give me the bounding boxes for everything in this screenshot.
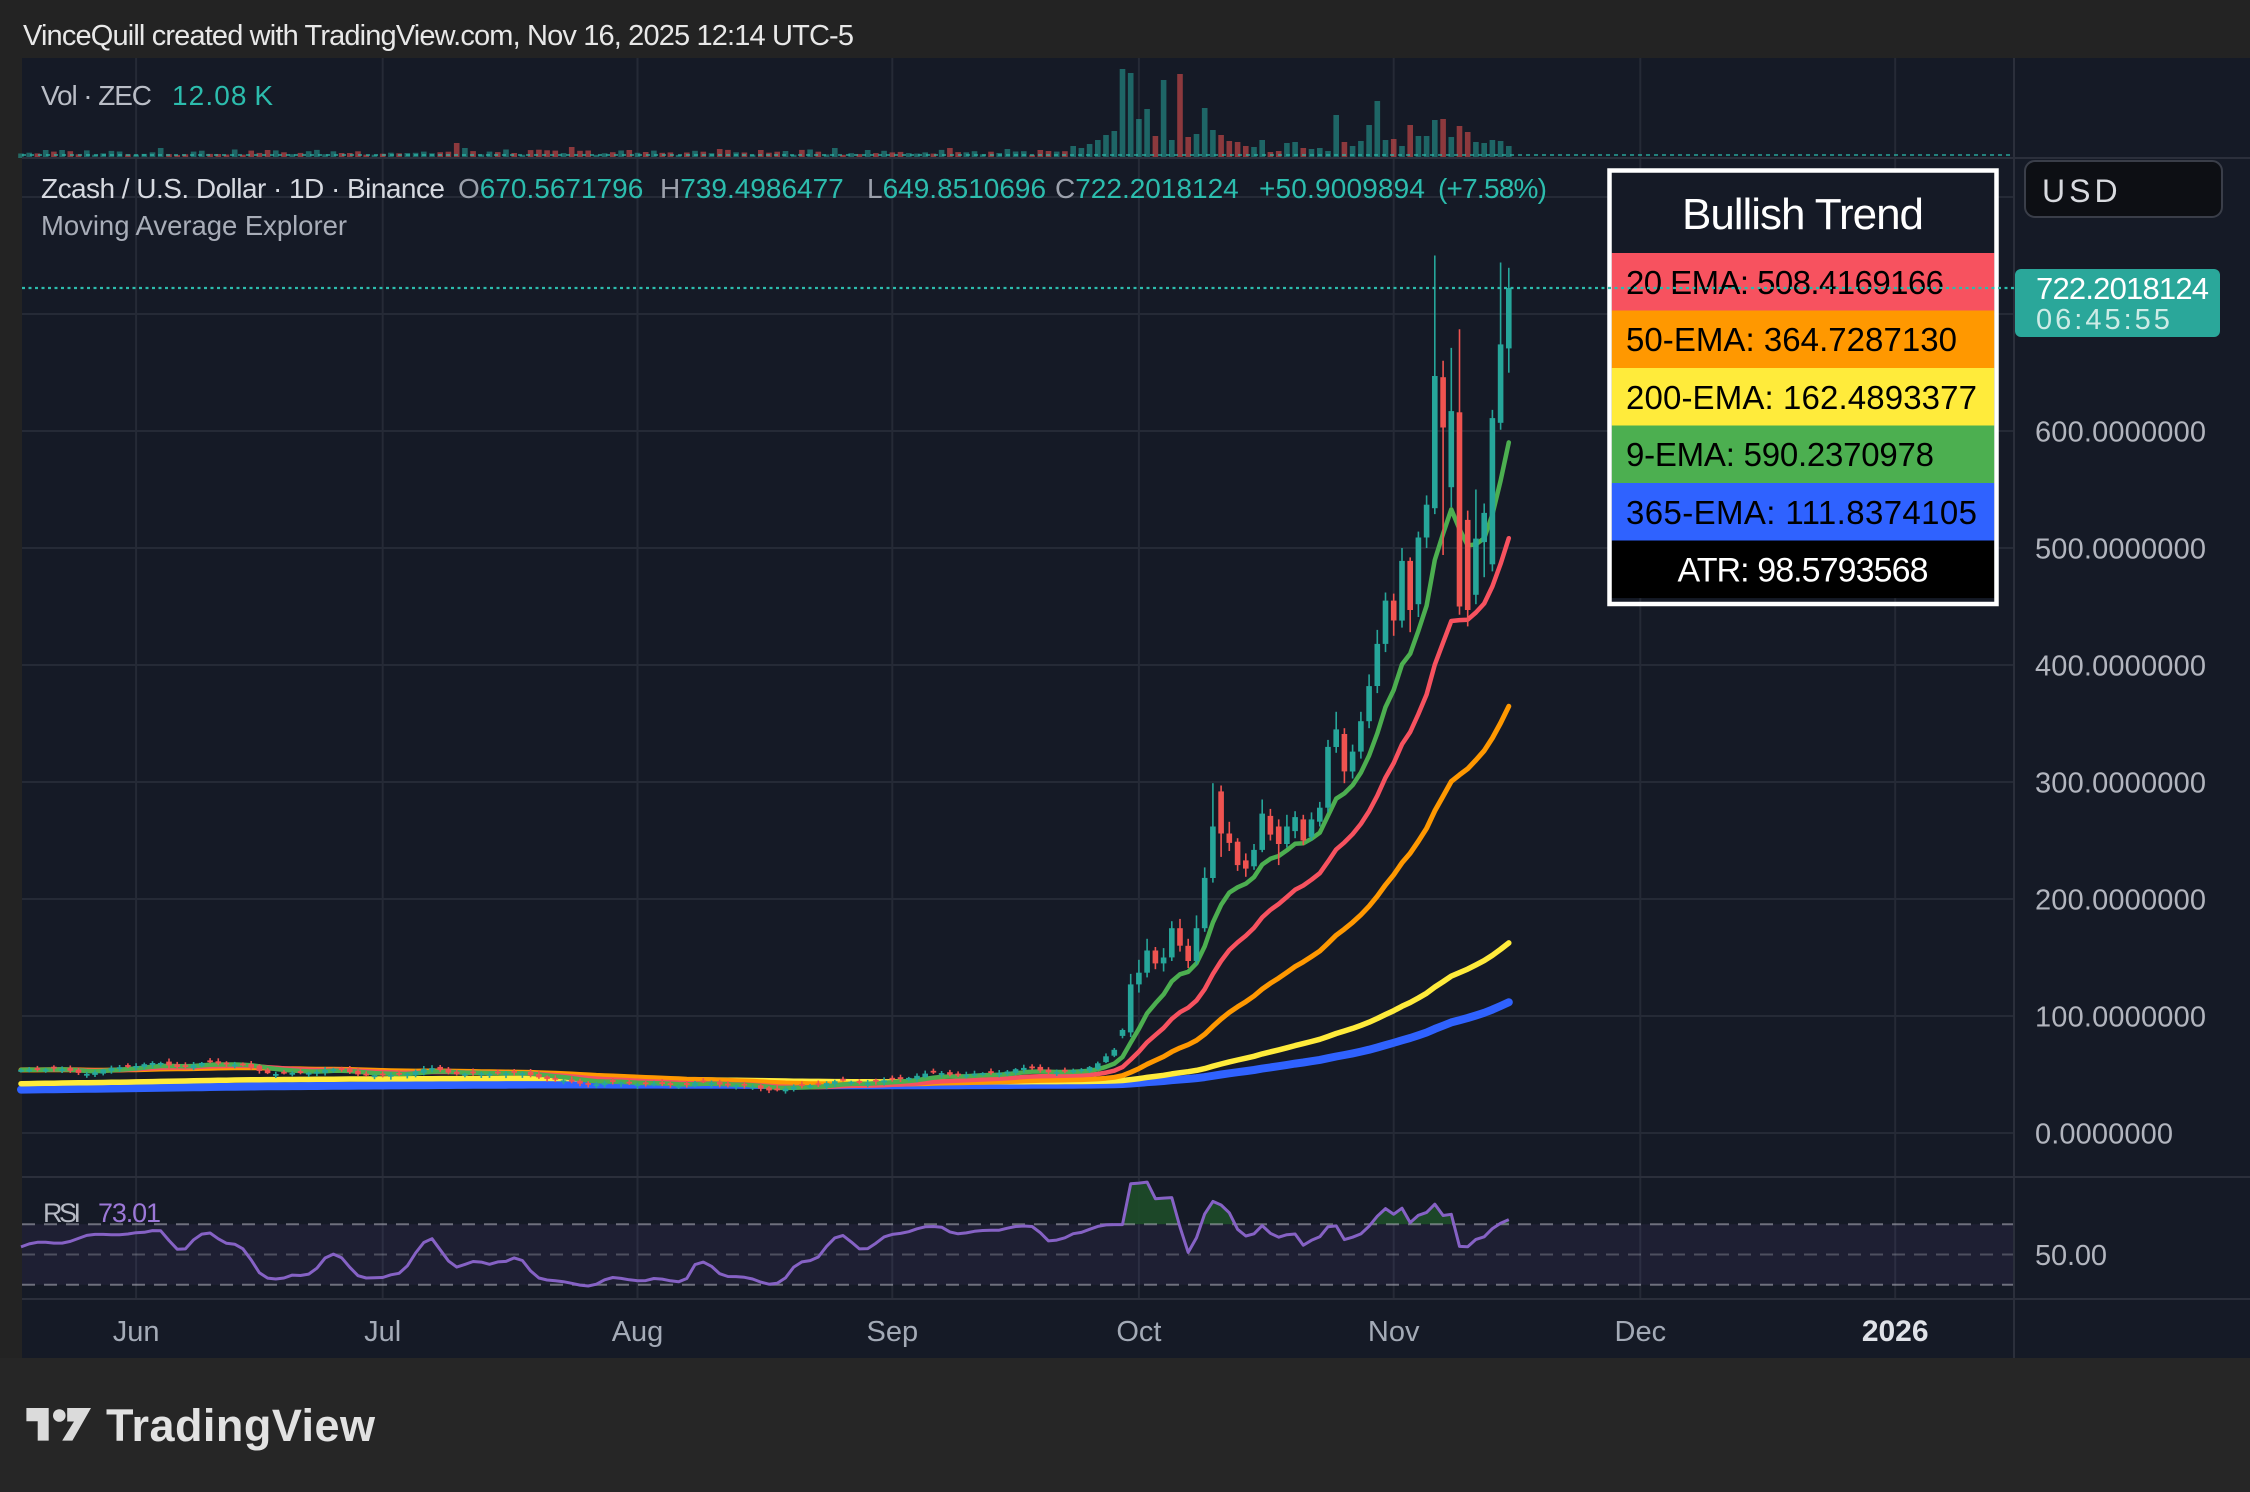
svg-text:9-EMA: 590.2370978: 9-EMA: 590.2370978	[1626, 436, 1934, 473]
svg-text:Nov: Nov	[1368, 1316, 1420, 1348]
svg-text:600.0000000: 600.0000000	[2035, 417, 2206, 449]
svg-text:2026: 2026	[1862, 1315, 1929, 1348]
svg-text:200.0000000: 200.0000000	[2035, 885, 2206, 917]
svg-text:Oct: Oct	[1116, 1316, 1161, 1348]
svg-text:400.0000000: 400.0000000	[2035, 651, 2206, 683]
svg-text:USD: USD	[2042, 173, 2122, 209]
svg-text:Moving Average Explorer: Moving Average Explorer	[41, 210, 347, 241]
svg-text:365-EMA: 111.8374105: 365-EMA: 111.8374105	[1626, 494, 1977, 531]
svg-text:722.2018124: 722.2018124	[2036, 271, 2209, 306]
svg-text:RSI: RSI	[43, 1198, 81, 1228]
svg-text:Aug: Aug	[612, 1316, 664, 1348]
svg-text:TradingView: TradingView	[106, 1400, 376, 1451]
svg-text:Bullish Trend: Bullish Trend	[1682, 190, 1924, 239]
svg-text:500.0000000: 500.0000000	[2035, 534, 2206, 566]
svg-text:Sep: Sep	[866, 1316, 918, 1348]
svg-text:50-EMA: 364.7287130: 50-EMA: 364.7287130	[1626, 321, 1957, 358]
svg-text:VinceQuill created with Tradin: VinceQuill created with TradingView.com,…	[23, 20, 854, 52]
svg-text:Dec: Dec	[1615, 1316, 1667, 1348]
svg-text:20 EMA: 508.4169166: 20 EMA: 508.4169166	[1626, 264, 1944, 301]
svg-text:73.01: 73.01	[98, 1198, 161, 1228]
svg-text:100.0000000: 100.0000000	[2035, 1002, 2206, 1034]
svg-text:Zcash / U.S. Dollar · 1D · Bin: Zcash / U.S. Dollar · 1D · Binance O670.5…	[41, 173, 1547, 204]
svg-text:Jun: Jun	[113, 1316, 160, 1348]
svg-text:Jul: Jul	[364, 1316, 401, 1348]
svg-text:12.08 K: 12.08 K	[172, 80, 273, 111]
svg-text:Vol · ZEC: Vol · ZEC	[41, 80, 152, 111]
svg-text:200-EMA: 162.4893377: 200-EMA: 162.4893377	[1626, 379, 1977, 416]
svg-text:0.0000000: 0.0000000	[2035, 1119, 2173, 1151]
svg-text:06:45:55: 06:45:55	[2036, 304, 2173, 336]
svg-text:300.0000000: 300.0000000	[2035, 768, 2206, 800]
svg-text:ATR: 98.5793568: ATR: 98.5793568	[1678, 551, 1929, 589]
svg-text:50.00: 50.00	[2035, 1240, 2107, 1272]
